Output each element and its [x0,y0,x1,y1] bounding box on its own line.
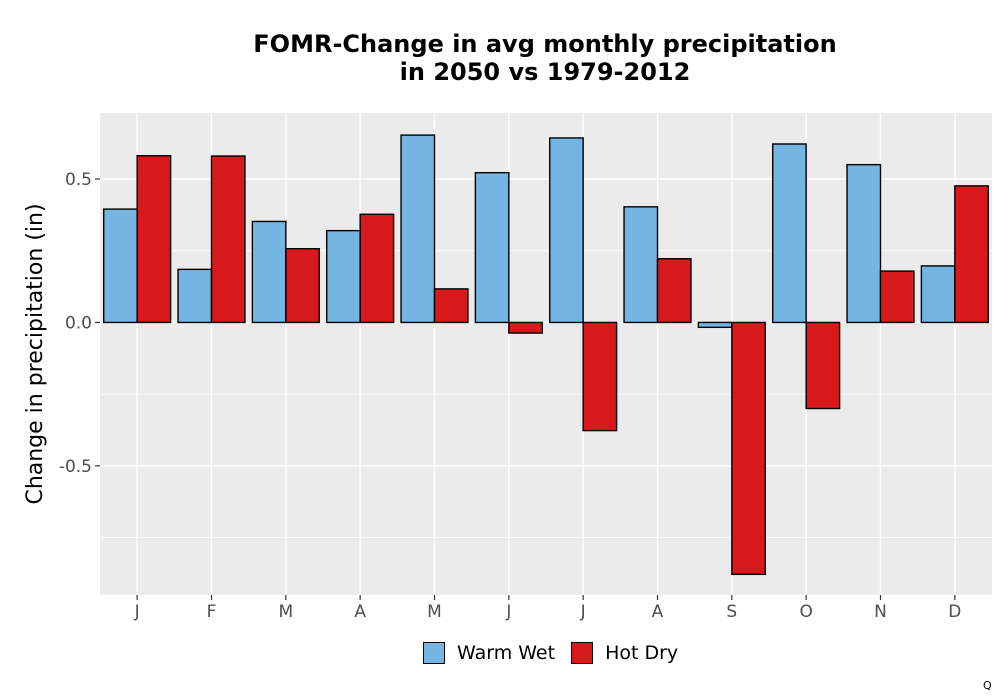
bar-warm-wet-1 [103,208,138,324]
x-tick-label: M [278,602,293,622]
bar-hot-dry-12 [954,185,989,324]
x-tick-label: N [874,602,887,622]
bar-warm-wet-7 [549,137,584,324]
x-tick-label: F [207,602,217,622]
chart-title-line-2: in 2050 vs 1979-2012 [399,58,691,86]
bar-warm-wet-3 [251,220,287,324]
x-tick-label: J [134,602,140,622]
y-axis-title: Change in precipitation (in) [23,203,48,504]
bar-warm-wet-12 [920,265,956,324]
bar-hot-dry-2 [210,155,246,324]
bar-hot-dry-4 [359,213,395,324]
minor-gridlines [100,250,992,538]
bars [103,134,989,576]
legend-label-warm-wet: Warm Wet [457,642,556,664]
x-tick-label: A [652,602,664,622]
x-tick-label: S [726,602,737,622]
bar-warm-wet-11 [846,163,882,324]
legend-key-hot-dry [571,642,594,664]
bar-hot-dry-8 [656,258,692,324]
plot-panel [100,113,992,595]
bar-hot-dry-5 [433,288,469,324]
bar-hot-dry-6 [508,321,543,334]
bar-hot-dry-9 [731,321,766,576]
y-tick-label: 0.0 [65,313,92,333]
corner-mark: Q [983,679,992,692]
chart-title-line-1: FOMR-Change in avg monthly precipitation [253,30,837,58]
bar-warm-wet-10 [772,143,807,324]
bar-chart: J F M A M J J A S O N D -0.5 0.0 0.5 Change in precip… [23,113,992,622]
bar-warm-wet-6 [474,171,510,324]
bar-warm-wet-9 [697,321,733,329]
chart-title: FOMR-Change in avg monthly precipitation… [90,30,1000,86]
bar-hot-dry-1 [136,155,172,324]
bar-hot-dry-7 [582,321,618,432]
x-tick-label: M [427,602,442,622]
x-tick-label: J [580,602,586,622]
y-axis: -0.5 0.0 0.5 [59,170,100,477]
bar-warm-wet-2 [177,268,213,324]
bar-hot-dry-3 [285,248,320,324]
bar-hot-dry-11 [879,270,915,324]
x-tick-label: O [799,602,812,622]
x-tick-label: D [948,602,961,622]
y-tick-label: -0.5 [59,457,92,477]
x-tick-label: J [505,602,511,622]
bar-warm-wet-8 [623,206,659,324]
bar-warm-wet-5 [400,134,436,324]
bar-warm-wet-4 [326,229,361,324]
y-tick-label: 0.5 [65,170,92,190]
legend: Warm Wet Hot Dry [0,640,1000,670]
bar-hot-dry-10 [805,321,841,410]
legend-key-warm-wet [423,642,445,664]
x-tick-label: A [354,602,366,622]
legend-label-hot-dry: Hot Dry [605,642,679,664]
